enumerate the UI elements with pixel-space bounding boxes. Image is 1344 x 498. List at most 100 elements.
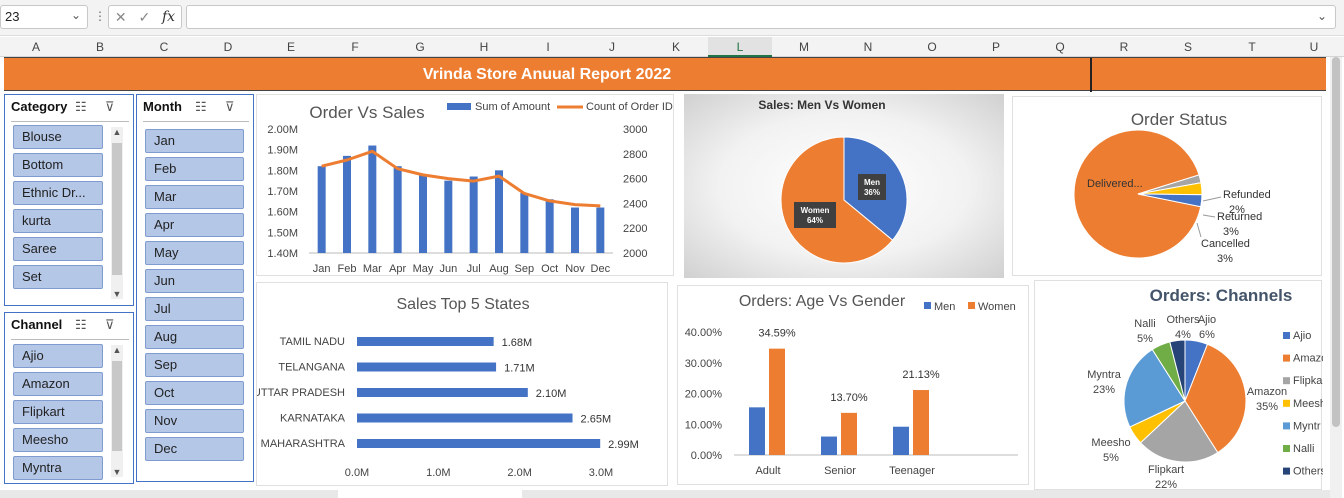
category-scrollbar[interactable]: ▲ ▼ xyxy=(111,127,123,299)
month-item-feb[interactable]: Feb xyxy=(145,157,244,181)
clear-filter-icon[interactable]: ⊽ xyxy=(105,99,115,114)
column-header-g[interactable]: G xyxy=(415,40,425,54)
expand-formula-icon[interactable]: ⌄ xyxy=(1316,9,1327,23)
category-item-blouse[interactable]: Blouse xyxy=(13,125,103,149)
month-item-jul[interactable]: Jul xyxy=(145,297,244,321)
month-item-dec[interactable]: Dec xyxy=(145,437,244,461)
state-label: KARNATAKA xyxy=(280,413,346,425)
column-header-m[interactable]: M xyxy=(799,40,809,54)
order-vs-sales-chart[interactable]: Order Vs Sales Sum of Amount Count of Orde… xyxy=(256,94,674,276)
month-item-oct[interactable]: Oct xyxy=(145,381,244,405)
column-header-h[interactable]: H xyxy=(479,40,489,54)
scroll-up-icon[interactable]: ▲ xyxy=(112,345,122,355)
scroll-down-icon[interactable]: ▼ xyxy=(112,467,122,477)
state-value-label: 1.71M xyxy=(504,363,535,375)
women-label-box xyxy=(794,202,836,228)
multi-select-icon[interactable]: ☷ xyxy=(75,99,87,114)
top-states-chart[interactable]: Sales Top 5 States TAMIL NADU 1.68M TELANGA… xyxy=(253,282,668,486)
column-header-b[interactable]: B xyxy=(95,40,104,54)
column-header-r[interactable]: R xyxy=(1119,40,1129,54)
month-item-mar[interactable]: Mar xyxy=(145,185,244,209)
formula-input[interactable]: ⌄ xyxy=(186,5,1336,29)
state-value-label: 2.99M xyxy=(608,439,639,451)
column-header-l[interactable]: L xyxy=(708,37,772,57)
more-options-icon[interactable]: ⋮ xyxy=(94,9,106,23)
bar-sum-amount xyxy=(393,166,402,253)
column-header-u[interactable]: U xyxy=(1309,40,1319,54)
scroll-thumb[interactable] xyxy=(112,143,122,275)
enter-icon[interactable]: ✓ xyxy=(138,8,151,25)
category-item-saree[interactable]: Saree xyxy=(13,237,103,261)
month-item-sep[interactable]: Sep xyxy=(145,353,244,377)
age-gender-chart[interactable]: Orders: Age Vs Gender Men Women 40.00% 30.00… xyxy=(677,285,1029,485)
x-tick-label: 3.0M xyxy=(589,467,613,479)
category-item-kurta[interactable]: kurta xyxy=(13,209,103,233)
men-label: Men xyxy=(864,178,880,187)
men-vs-women-chart[interactable]: Sales: Men Vs Women Men 36% Women 64% xyxy=(684,94,1004,278)
channel-item-myntra[interactable]: Myntra xyxy=(13,456,103,480)
column-header-e[interactable]: E xyxy=(286,40,295,54)
right-tick-label: 2200 xyxy=(623,223,647,235)
clear-filter-icon[interactable]: ⊽ xyxy=(105,317,115,332)
active-sheet-tab[interactable] xyxy=(338,490,522,498)
left-tick-label: 2.00M xyxy=(267,124,298,136)
channel-item-meesho[interactable]: Meesho xyxy=(13,428,103,452)
cancel-icon[interactable]: ✕ xyxy=(114,8,127,25)
chart-title: Orders: Age Vs Gender xyxy=(739,293,906,310)
column-header-d[interactable]: D xyxy=(223,40,233,54)
chart-title: Order Status xyxy=(1131,110,1227,129)
column-header-s[interactable]: S xyxy=(1183,40,1192,54)
column-header-c[interactable]: C xyxy=(159,40,169,54)
scroll-down-icon[interactable]: ▼ xyxy=(112,289,122,299)
order-status-chart[interactable]: Order Status Delivered... Refunded 2% Return… xyxy=(1012,96,1322,276)
age-gender-svg: Orders: Age Vs Gender Men Women 40.00% 30.00… xyxy=(685,293,1018,477)
state-value-label: 2.10M xyxy=(536,388,567,400)
scroll-up-icon[interactable]: ▲ xyxy=(112,127,122,137)
vertical-scrollbar[interactable] xyxy=(1330,57,1342,498)
channel-label: Amazon xyxy=(1247,386,1287,398)
channel-item-amazon[interactable]: Amazon xyxy=(13,372,103,396)
multi-select-icon[interactable]: ☷ xyxy=(195,99,207,114)
month-item-jan[interactable]: Jan xyxy=(145,129,244,153)
x-tick-label: Feb xyxy=(338,263,357,275)
month-item-may[interactable]: May xyxy=(145,241,244,265)
category-item-set[interactable]: Set xyxy=(13,265,103,289)
x-tick-label: May xyxy=(413,263,434,275)
channel-item-flipkart[interactable]: Flipkart xyxy=(13,400,103,424)
legend-swatch xyxy=(1283,399,1290,407)
column-header-a[interactable]: A xyxy=(31,40,40,54)
column-header-k[interactable]: K xyxy=(671,40,680,54)
bar-women xyxy=(841,412,857,455)
column-header-f[interactable]: F xyxy=(351,40,359,54)
channel-label: Others xyxy=(1166,314,1200,326)
column-header-p[interactable]: P xyxy=(991,40,1000,54)
x-tick-label: Jun xyxy=(439,263,457,275)
name-box[interactable]: 23 ⌄ xyxy=(0,5,88,29)
category-item-ethnic-dr-[interactable]: Ethnic Dr... xyxy=(13,181,103,205)
multi-select-icon[interactable]: ☷ xyxy=(75,317,87,332)
x-tick-label: Sep xyxy=(515,263,535,275)
vertical-scroll-thumb[interactable] xyxy=(1332,57,1340,427)
month-item-nov[interactable]: Nov xyxy=(145,409,244,433)
clear-filter-icon[interactable]: ⊽ xyxy=(225,99,235,114)
month-item-apr[interactable]: Apr xyxy=(145,213,244,237)
x-tick-label: 1.0M xyxy=(426,467,450,479)
category-item-bottom[interactable]: Bottom xyxy=(13,153,103,177)
chevron-down-icon[interactable]: ⌄ xyxy=(70,8,81,22)
insert-function-icon[interactable]: fx xyxy=(162,9,176,25)
column-header-t[interactable]: T xyxy=(1248,40,1256,54)
column-header-i[interactable]: I xyxy=(546,40,550,54)
column-header-j[interactable]: J xyxy=(609,40,615,54)
column-header-o[interactable]: O xyxy=(927,40,937,54)
channel-scrollbar[interactable]: ▲ ▼ xyxy=(111,345,123,477)
chart-title: Sales: Men Vs Women xyxy=(758,98,885,112)
month-item-jun[interactable]: Jun xyxy=(145,269,244,293)
month-item-aug[interactable]: Aug xyxy=(145,325,244,349)
column-header-n[interactable]: N xyxy=(863,40,873,54)
scroll-thumb[interactable] xyxy=(112,361,122,451)
sheet-tab-bar xyxy=(0,490,1330,498)
name-box-value: 23 xyxy=(5,9,20,24)
column-header-q[interactable]: Q xyxy=(1055,40,1065,54)
channels-chart[interactable]: Orders: Channels Ajio 6% Amazon 35% Flipkart 2… xyxy=(1034,280,1327,491)
channel-item-ajio[interactable]: Ajio xyxy=(13,344,103,368)
